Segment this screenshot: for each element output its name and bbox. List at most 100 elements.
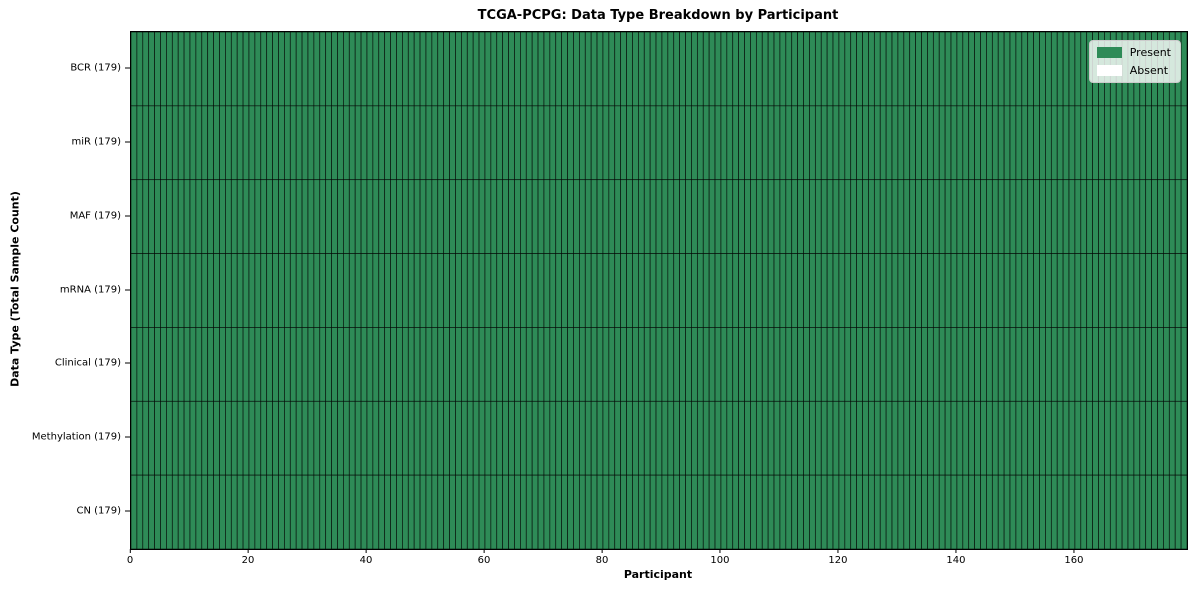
heatmap-cell (1104, 179, 1111, 254)
heatmap-cell (348, 327, 356, 402)
heatmap-cell (295, 327, 303, 402)
heatmap-cell (590, 400, 598, 476)
heatmap-cell (702, 400, 710, 476)
heatmap-cell (531, 179, 539, 254)
heatmap-cell (236, 179, 244, 254)
heatmap-cell (390, 474, 397, 549)
heatmap-cell (744, 32, 751, 107)
heatmap-cell (278, 253, 285, 328)
heatmap-cell (1115, 400, 1123, 476)
heatmap-cell (1174, 179, 1182, 254)
heatmap-cell (490, 253, 498, 328)
legend-label-present: Present (1129, 46, 1171, 59)
heatmap-cell (685, 253, 692, 328)
heatmap-cell (1180, 32, 1187, 107)
heatmap-cell (295, 179, 303, 254)
heatmap-cell (508, 400, 515, 476)
heatmap-cell (938, 179, 946, 254)
heatmap-cell (131, 474, 138, 549)
heatmap-cell (868, 32, 875, 107)
heatmap-cell (596, 179, 604, 254)
heatmap-cell (260, 179, 268, 254)
heatmap-cell (655, 105, 663, 181)
heatmap-cell (938, 253, 946, 328)
heatmap-cell (655, 32, 663, 107)
heatmap-cell (921, 400, 928, 476)
heatmap-cell (1050, 253, 1058, 328)
heatmap-cell (449, 105, 456, 181)
heatmap-cell (289, 327, 297, 402)
heatmap-cell (726, 179, 734, 254)
heatmap-cell (555, 253, 563, 328)
heatmap-cell (490, 179, 498, 254)
heatmap-cell (1086, 327, 1093, 402)
y-tick-label: Clinical (179) (54, 357, 121, 369)
heatmap-cell (779, 253, 787, 328)
heatmap-cell (1021, 253, 1029, 328)
heatmap-cell (142, 474, 150, 549)
heatmap-cell (850, 474, 857, 549)
heatmap-cell (755, 179, 763, 254)
heatmap-cell (242, 105, 250, 181)
heatmap-cell (1015, 474, 1023, 549)
heatmap-cell (171, 327, 179, 402)
heatmap-cell (767, 400, 775, 476)
heatmap-cell (850, 253, 857, 328)
heatmap-cell (1098, 105, 1105, 181)
heatmap-cell (171, 253, 179, 328)
heatmap-cell (673, 253, 680, 328)
heatmap-cell (832, 32, 840, 107)
heatmap-cell (384, 474, 391, 549)
heatmap-cell (873, 179, 881, 254)
heatmap-cell (820, 32, 828, 107)
heatmap-cell (927, 474, 934, 549)
heatmap-cell (419, 32, 427, 107)
heatmap-cell (183, 179, 191, 254)
heatmap-cell (472, 474, 480, 549)
heatmap-cell (868, 105, 875, 181)
heatmap-cell (396, 474, 403, 549)
heatmap-cell (455, 327, 462, 402)
heatmap-cell (1027, 253, 1034, 328)
heatmap-cell (390, 105, 397, 181)
heatmap-cell (891, 179, 899, 254)
heatmap-cell (396, 327, 403, 402)
heatmap-cell (183, 400, 191, 476)
heatmap-cell (579, 105, 586, 181)
heatmap-cell (1174, 105, 1182, 181)
heatmap-cell (325, 179, 332, 254)
heatmap-cell (638, 327, 645, 402)
heatmap-cell (809, 179, 816, 254)
heatmap-cell (661, 400, 669, 476)
heatmap-cell (779, 179, 787, 254)
heatmap-cell (826, 105, 834, 181)
heatmap-cell (738, 179, 745, 254)
heatmap-cell (838, 32, 846, 107)
x-tick-mark (247, 549, 249, 553)
heatmap-cell (897, 400, 905, 476)
heatmap-cell (1104, 400, 1111, 476)
heatmap-cell (284, 327, 291, 402)
heatmap-cell (1033, 32, 1040, 107)
heatmap-cell (502, 253, 509, 328)
heatmap-cell (407, 253, 415, 328)
heatmap-cell (661, 105, 669, 181)
heatmap-cell (543, 105, 551, 181)
heatmap-cell (531, 32, 539, 107)
y-tick-label: CN (179) (76, 505, 121, 517)
heatmap-cell (189, 105, 197, 181)
legend-swatch-present-icon (1096, 47, 1122, 58)
heatmap-cell (295, 474, 303, 549)
heatmap-cell (844, 179, 852, 254)
heatmap-cell (915, 32, 922, 107)
heatmap-cell (502, 327, 509, 402)
heatmap-cell (537, 105, 545, 181)
heatmap-cell (384, 105, 391, 181)
heatmap-cell (891, 32, 899, 107)
heatmap-cell (390, 400, 397, 476)
heatmap-cell (584, 474, 592, 549)
heatmap-cell (266, 400, 273, 476)
y-tick: BCR (179) (70, 62, 130, 73)
heatmap-cell (437, 32, 445, 107)
heatmap-cell (1056, 179, 1064, 254)
